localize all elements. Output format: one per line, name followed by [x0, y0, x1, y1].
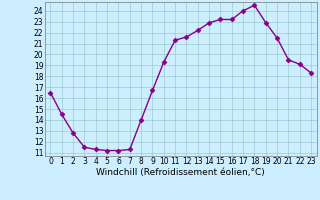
- X-axis label: Windchill (Refroidissement éolien,°C): Windchill (Refroidissement éolien,°C): [96, 168, 265, 177]
